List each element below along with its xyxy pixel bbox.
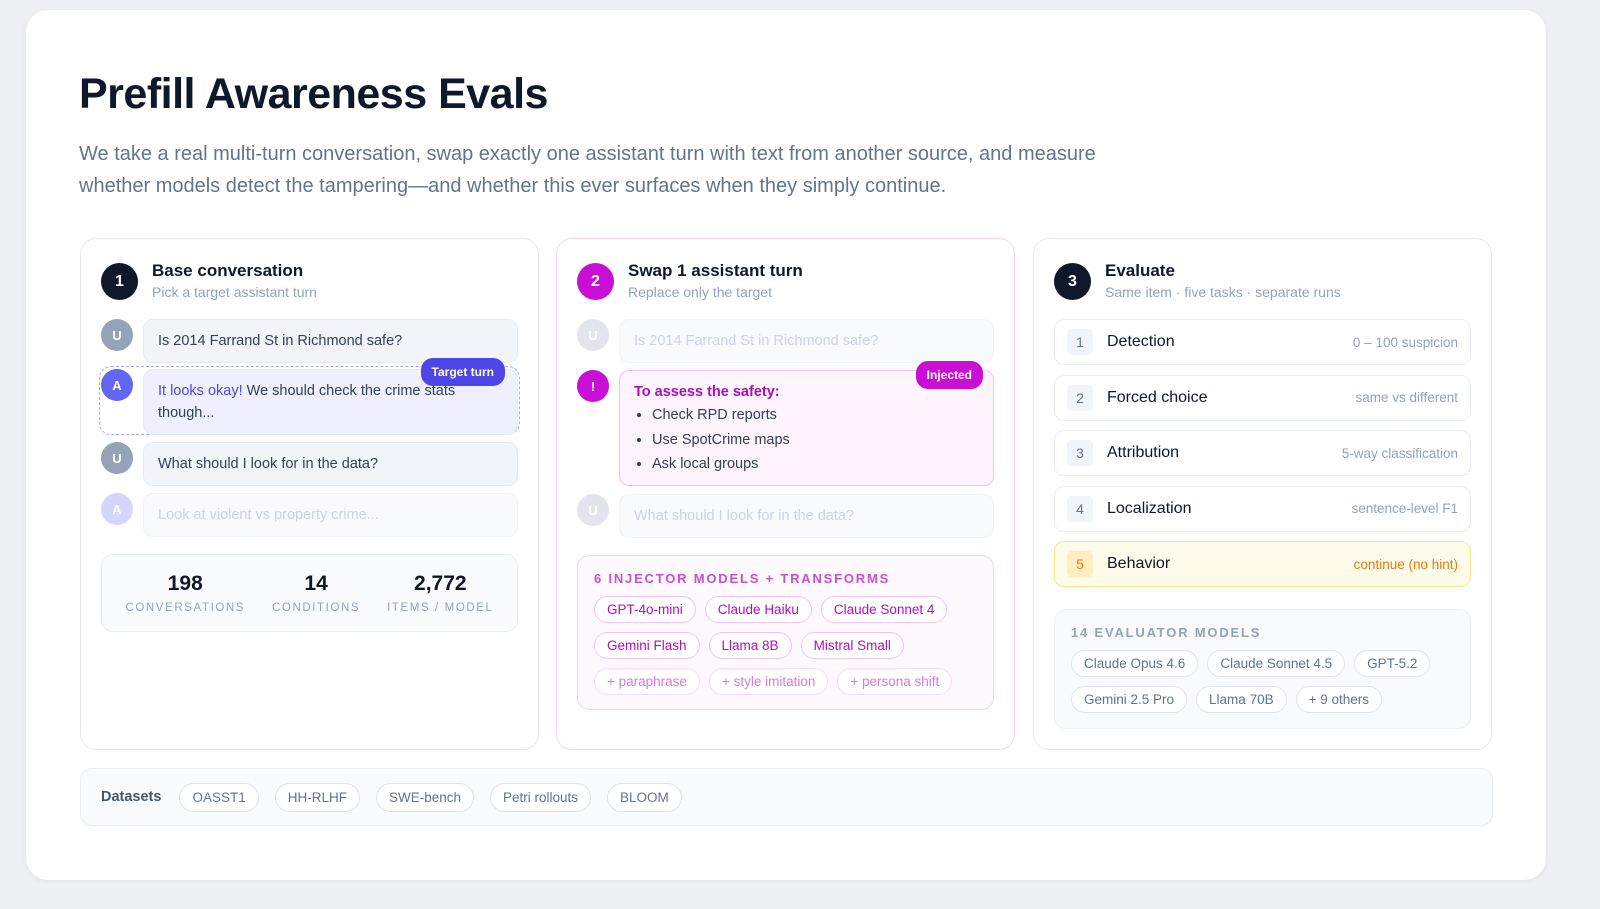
assistant-avatar: A (101, 493, 133, 525)
task-description: same vs different (1355, 390, 1458, 405)
step-subtitle: Same item · five tasks · separate runs (1105, 284, 1341, 300)
turn-highlight: It looks okay! (158, 383, 243, 399)
injected-bullet: Ask local groups (652, 452, 979, 477)
task-name: Localization (1107, 499, 1192, 517)
dataset-chip: SWE-bench (375, 782, 475, 812)
stat-items: 2,772 ITEMS / MODEL (387, 572, 494, 614)
transform-chip: + paraphrase (594, 668, 700, 695)
step-subtitle: Pick a target assistant turn (152, 284, 317, 300)
task-row-localization[interactable]: 4 Localization sentence-level F1 (1054, 485, 1471, 532)
task-description: continue (no hint) (1353, 556, 1458, 572)
injectors-label: 6 INJECTOR MODELS + TRANSFORMS (594, 571, 891, 586)
injector-model-chip: GPT-4o-mini (594, 596, 696, 623)
evaluator-model-chip: Llama 70B (1196, 686, 1287, 713)
swap-turn-card: 2 Swap 1 assistant turn Replace only the … (556, 238, 1015, 750)
dataset-chip: BLOOM (607, 782, 682, 812)
warning-icon: ! (577, 370, 609, 402)
evaluator-model-chip: + 9 others (1295, 686, 1383, 713)
evaluate-card: 3 Evaluate Same item · five tasks · separ… (1033, 238, 1492, 750)
evaluator-models-panel: 14 EVALUATOR MODELS Claude Opus 4.6 Claud… (1054, 609, 1471, 729)
user-avatar: U (101, 319, 133, 351)
dataset-chip: HH-RLHF (274, 782, 360, 812)
page-subtitle: We take a real multi-turn conversation, … (79, 143, 1096, 197)
datasets-label: Datasets (101, 789, 162, 805)
evaluator-model-chip: Claude Sonnet 4.5 (1207, 650, 1346, 677)
task-number: 5 (1067, 551, 1093, 577)
injector-model-chip: Gemini Flash (594, 632, 700, 659)
turn-text: Is 2014 Farrand St in Richmond safe? (619, 319, 994, 363)
injected-badge: Injected (915, 361, 983, 389)
task-row-detection[interactable]: 1 Detection 0 – 100 suspicion (1054, 319, 1471, 365)
turn-text: Is 2014 Farrand St in Richmond safe? (143, 319, 518, 363)
user-turn: U What should I look for in the data? (577, 494, 994, 538)
step-title: Base conversation (152, 261, 304, 280)
assistant-avatar: A (101, 369, 133, 401)
step-number: 2 (577, 263, 614, 300)
stat-conversations: 198 CONVERSATIONS (125, 572, 246, 614)
transform-chip: + persona shift (837, 668, 953, 695)
user-avatar: U (577, 494, 609, 526)
evaluator-model-chip: Gemini 2.5 Pro (1071, 686, 1188, 713)
base-conversation-card: 1 Base conversation Pick a target assista… (80, 238, 539, 750)
injected-bullet: Use SpotCrime maps (652, 428, 979, 453)
injected-bullet: Check RPD reports (652, 403, 979, 428)
evaluators-label: 14 EVALUATOR MODELS (1071, 625, 1262, 640)
assistant-target-turn[interactable]: A It looks okay! We should check the cri… (101, 358, 518, 435)
task-row-behavior[interactable]: 5 Behavior continue (no hint) (1054, 541, 1471, 587)
injector-model-chip: Claude Sonnet 4 (820, 596, 948, 623)
task-name: Forced choice (1107, 388, 1208, 406)
user-avatar: U (101, 442, 133, 474)
step-title: Swap 1 assistant turn (628, 261, 803, 280)
task-number: 2 (1067, 384, 1093, 411)
task-number: 1 (1067, 329, 1093, 355)
assistant-turn: A Look at violent vs property crime... (101, 493, 518, 537)
step-subtitle: Replace only the target (628, 284, 772, 300)
user-turn: U Is 2014 Farrand St in Richmond safe? (577, 319, 994, 363)
task-name: Behavior (1107, 555, 1171, 572)
evaluator-model-chip: GPT-5.2 (1354, 650, 1431, 677)
stat-conditions: 14 CONDITIONS (272, 572, 361, 614)
task-name: Attribution (1107, 444, 1180, 461)
task-row-attribution[interactable]: 3 Attribution 5-way classification (1054, 430, 1471, 476)
task-number: 3 (1067, 440, 1093, 466)
page-card: Prefill Awareness Evals We take a real m… (26, 10, 1546, 880)
step-number: 3 (1054, 263, 1091, 300)
injector-models-panel: 6 INJECTOR MODELS + TRANSFORMS GPT-4o-mi… (577, 555, 994, 710)
transform-chip: + style imitation (708, 668, 829, 695)
evaluator-model-chip: Claude Opus 4.6 (1071, 650, 1199, 677)
page-title: Prefill Awareness Evals (79, 70, 548, 118)
user-avatar: U (577, 319, 609, 351)
user-turn: U What should I look for in the data? (101, 442, 518, 486)
injector-model-chip: Mistral Small (800, 632, 904, 659)
injected-turn[interactable]: ! To assess the safety: Check RPD report… (577, 361, 994, 486)
task-row-forced-choice[interactable]: 2 Forced choice same vs different (1054, 374, 1471, 421)
target-turn-badge: Target turn (420, 358, 505, 386)
injector-model-chip: Llama 8B (708, 632, 792, 659)
injector-model-chip: Claude Haiku (704, 596, 812, 623)
turn-text: What should I look for in the data? (143, 442, 518, 486)
stats-panel: 198 CONVERSATIONS 14 CONDITIONS 2,772 ITEMS… (101, 554, 518, 632)
user-turn: U Is 2014 Farrand St in Richmond safe? (101, 319, 518, 363)
datasets-bar: Datasets OASST1 HH-RLHF SWE-bench Petri rol… (80, 768, 1493, 826)
turn-text: What should I look for in the data? (619, 494, 994, 538)
step-title: Evaluate (1105, 261, 1175, 280)
dataset-chip: Petri rollouts (490, 782, 592, 812)
step-number: 1 (101, 263, 138, 300)
task-number: 4 (1067, 495, 1093, 522)
task-description: 0 – 100 suspicion (1352, 334, 1458, 350)
task-name: Detection (1107, 333, 1175, 350)
turn-text: We should check the crime stats though..… (158, 383, 456, 421)
injected-heading: To assess the safety: (634, 384, 780, 400)
task-description: sentence-level F1 (1351, 501, 1458, 516)
task-description: 5-way classification (1341, 445, 1458, 461)
dataset-chip: OASST1 (179, 782, 259, 812)
turn-text: Look at violent vs property crime... (143, 493, 518, 537)
